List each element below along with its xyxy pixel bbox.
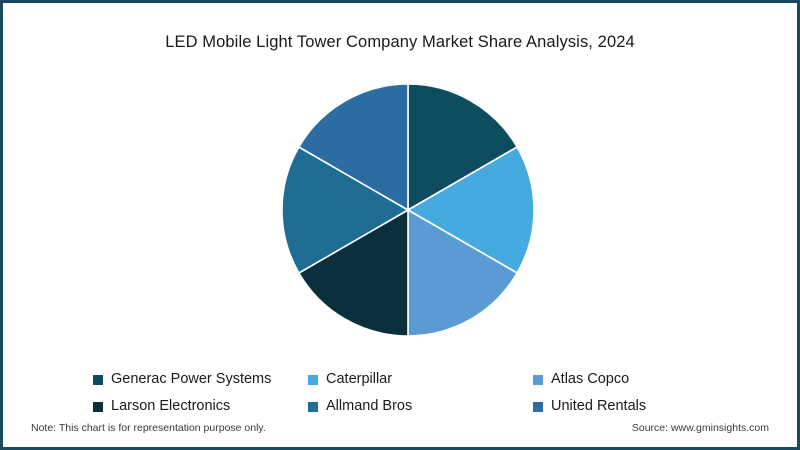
legend-swatch-icon bbox=[93, 374, 103, 385]
legend-item-generac-power-systems[interactable]: Generac Power Systems bbox=[93, 372, 308, 387]
legend-swatch-icon bbox=[533, 401, 543, 412]
legend-label: Atlas Copco bbox=[551, 371, 630, 388]
pie-slice[interactable] bbox=[297, 208, 409, 337]
legend-item-caterpillar[interactable]: Caterpillar bbox=[308, 372, 533, 387]
pie-chart-svg bbox=[281, 83, 535, 337]
legend-swatch-icon bbox=[308, 374, 318, 385]
chart-footer: Note: This chart is for representation p… bbox=[3, 422, 797, 438]
legend-item-allmand-bros[interactable]: Allmand Bros bbox=[308, 399, 533, 414]
legend-label: Larson Electronics bbox=[111, 398, 231, 415]
legend-swatch-icon bbox=[308, 401, 318, 412]
legend-item-united-rentals[interactable]: United Rentals bbox=[533, 399, 713, 414]
chart-title: LED Mobile Light Tower Company Market Sh… bbox=[165, 33, 635, 51]
legend-item-larson-electronics[interactable]: Larson Electronics bbox=[93, 399, 308, 414]
legend-swatch-icon bbox=[533, 374, 543, 385]
legend-label: Allmand Bros bbox=[326, 398, 413, 415]
footer-source: Source: www.gminsights.com bbox=[631, 422, 769, 434]
pie-slice[interactable] bbox=[407, 208, 519, 337]
chart-legend: Generac Power Systems Caterpillar Atlas … bbox=[93, 366, 713, 420]
legend-label: Generac Power Systems bbox=[111, 371, 272, 388]
footer-note: Note: This chart is for representation p… bbox=[31, 422, 266, 434]
legend-row-1: Generac Power Systems Caterpillar Atlas … bbox=[93, 366, 713, 393]
pie-chart bbox=[281, 83, 535, 337]
legend-swatch-icon bbox=[93, 401, 103, 412]
pie-slice[interactable] bbox=[281, 145, 410, 275]
pie-slice[interactable] bbox=[407, 83, 519, 212]
legend-row-2: Larson Electronics Allmand Bros United R… bbox=[93, 393, 713, 420]
pie-slice[interactable] bbox=[406, 145, 535, 275]
legend-label: Caterpillar bbox=[326, 371, 393, 388]
legend-item-atlas-copco[interactable]: Atlas Copco bbox=[533, 372, 713, 387]
pie-slice[interactable] bbox=[297, 83, 409, 212]
legend-label: United Rentals bbox=[551, 398, 647, 415]
